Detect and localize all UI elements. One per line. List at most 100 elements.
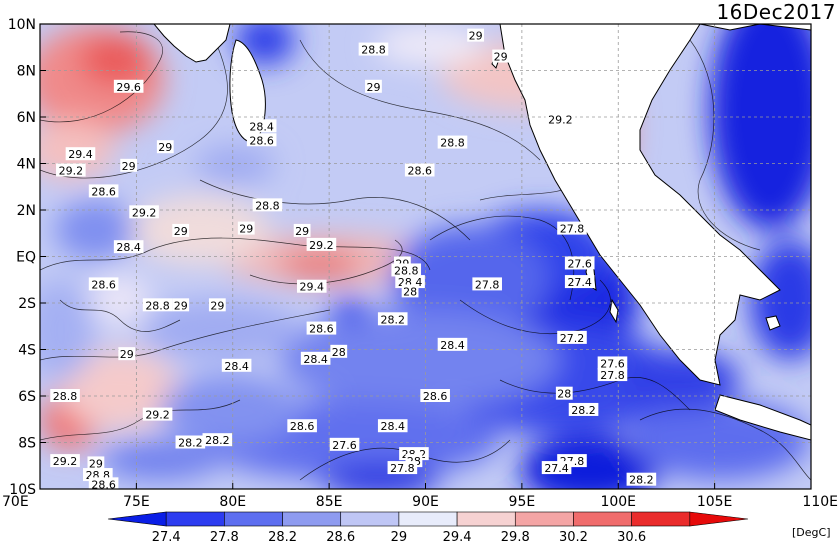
colorbar-tick-label: 27.8 xyxy=(210,530,239,544)
contour-label: 29.2 xyxy=(59,164,84,177)
contour-label: 27.8 xyxy=(390,462,415,475)
colorbar-segment xyxy=(282,511,342,527)
contour-label-bg xyxy=(175,435,206,449)
colorbar-segment xyxy=(340,511,400,527)
contour-label: 28 xyxy=(557,388,571,401)
contour-label-bg xyxy=(172,223,190,237)
lon-tick-label: 95E xyxy=(509,494,536,510)
contour-label: 29 xyxy=(122,160,136,173)
contour-label: 28.6 xyxy=(91,478,116,491)
colorbar-segment xyxy=(573,511,632,527)
unit-label: [DegC] xyxy=(792,526,830,539)
contour-label-bg xyxy=(472,277,502,291)
contour-label: 29 xyxy=(174,225,188,238)
contour-label: 29 xyxy=(469,30,483,43)
contour-label-bg xyxy=(113,240,144,254)
contour-label: 27.8 xyxy=(560,223,585,236)
contour-label: 29 xyxy=(174,299,188,312)
contour-label-bg xyxy=(113,79,144,93)
lat-tick-label: 8N xyxy=(17,64,36,80)
lat-tick-label: EQ xyxy=(16,250,36,266)
contour-label: 28.6 xyxy=(423,390,448,403)
contour-label: 28.4 xyxy=(380,420,405,433)
contour-label: 29.2 xyxy=(53,455,78,468)
contour-label: 29.2 xyxy=(145,409,170,422)
lon-tick-label: 75E xyxy=(123,494,150,510)
contour-label-bg xyxy=(365,79,382,93)
contour-label: 29.2 xyxy=(548,113,573,126)
contour-label-bg xyxy=(377,312,408,326)
contour-label: 29 xyxy=(366,81,380,94)
contour-label: 27.6 xyxy=(567,257,592,270)
contour-label-bg xyxy=(202,433,233,447)
lat-tick-label: 2N xyxy=(17,203,36,219)
contour-label: 28.2 xyxy=(380,313,405,326)
contour-label-bg xyxy=(237,221,255,235)
contour-label: 29.4 xyxy=(300,281,325,294)
contour-label-bg xyxy=(377,419,408,433)
contour-label: 28.6 xyxy=(309,323,334,336)
contour-label-bg xyxy=(557,221,587,235)
colorbar-tick-label: 29.8 xyxy=(501,530,530,544)
contour-label-bg xyxy=(597,368,628,382)
colorbar-segment xyxy=(165,511,225,527)
contour-label: 29 xyxy=(295,225,309,238)
contour-label-bg xyxy=(287,419,317,433)
contour-label-bg xyxy=(557,330,587,344)
contour-label-bg xyxy=(564,256,595,270)
contour-label-bg xyxy=(492,49,510,63)
right-island xyxy=(765,315,781,331)
longitude-axis: 70E 75E 80E 85E 90E 95E 100E 105E 110E xyxy=(2,483,838,510)
contour-label-bg xyxy=(118,347,136,361)
colorbar-tick-label: 30.6 xyxy=(617,530,646,544)
contour-label-bg xyxy=(296,279,327,293)
contour-label: 28.2 xyxy=(629,474,654,487)
contour-label-bg xyxy=(541,461,572,475)
java-landmass xyxy=(714,394,811,441)
lon-tick-label: 70E xyxy=(2,494,29,510)
contour-label-bg xyxy=(120,158,138,172)
contour-label: 27.6 xyxy=(600,357,625,370)
contour-label: 29.2 xyxy=(309,239,334,252)
latitude-axis: 10N 8N 6N 4N 2N EQ 2S 4S 6S 8S 10S xyxy=(8,17,46,498)
contour-label: 29 xyxy=(89,457,103,470)
colorbar-tick-label: 29 xyxy=(391,530,408,544)
contour-label-bg xyxy=(597,356,628,370)
colorbar-min-triangle xyxy=(107,511,167,527)
contour-label: 29 xyxy=(120,348,134,361)
contour-label: 28.6 xyxy=(91,278,116,291)
lon-tick-label: 80E xyxy=(219,494,246,510)
contour-label: 28.4 xyxy=(249,120,274,133)
contour-label: 29 xyxy=(158,141,172,154)
contour-label-bg xyxy=(404,163,435,177)
lon-tick-label: 100E xyxy=(600,494,636,510)
lat-tick-label: 2S xyxy=(18,296,36,312)
india-landmass xyxy=(153,24,231,63)
contour-label: 28.8 xyxy=(394,264,419,277)
date-label: 16Dec2017 xyxy=(716,0,836,24)
contour-label-bg xyxy=(87,456,105,470)
contour-label: 28.6 xyxy=(249,134,274,147)
colorbar-tick-label: 27.4 xyxy=(152,530,181,544)
contour-label-bg xyxy=(293,223,311,237)
contour-label: 29.4 xyxy=(68,148,93,161)
contour-label: 28.6 xyxy=(91,185,116,198)
contour-label: 28.8 xyxy=(145,299,170,312)
contour-label-bg xyxy=(156,140,174,154)
contour-label-bg xyxy=(88,277,119,291)
contour-label-bg xyxy=(88,184,119,198)
contour-label: 28.8 xyxy=(53,390,78,403)
contour-label: 28.2 xyxy=(571,404,596,417)
contour-label: 29.6 xyxy=(116,81,141,94)
contour-label: 28.4 xyxy=(116,241,141,254)
colorbar-segment xyxy=(631,511,691,527)
colorbar-segment xyxy=(224,511,283,527)
colorbar-tick-label: 29.4 xyxy=(443,530,472,544)
contour-label-bg xyxy=(437,135,468,149)
contour-label: 28.4 xyxy=(224,360,249,373)
colorbar-tick-label: 30.2 xyxy=(559,530,588,544)
lat-tick-label: 4S xyxy=(18,343,36,359)
contour-label-bg xyxy=(437,337,468,351)
